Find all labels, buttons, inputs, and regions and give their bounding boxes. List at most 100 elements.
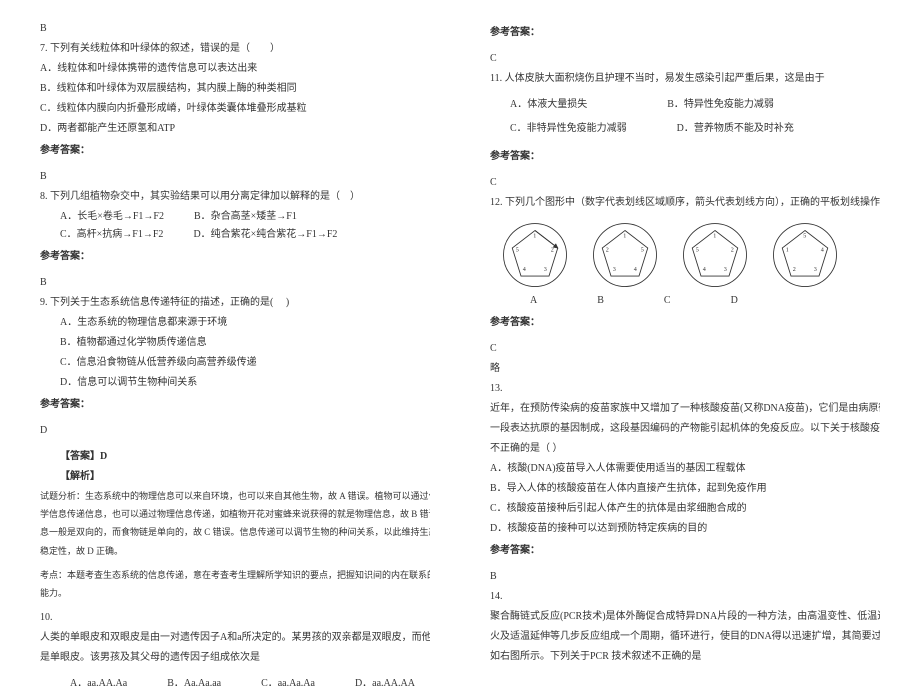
svg-text:1: 1 [533,234,536,240]
q9-expl-label: 【解析】 [40,468,430,486]
label-b: B [597,292,604,310]
right-column: 参考答案： C 11. 人体皮肤大面积烧伤且护理不当时，易发生感染引起严重后果，… [460,0,920,651]
q12-diagram-labels: A B C D [490,292,880,310]
q13-opt-c: C．核酸疫苗接种后引起人体产生的抗体是由浆细胞合成的 [490,500,880,518]
q9-opt-d: D．信息可以调节生物种间关系 [40,374,430,392]
q7-opt-a: A．线粒体和叶绿体携带的遗传信息可以表达出来 [40,60,430,78]
svg-text:3: 3 [544,267,547,273]
q11-opt-c: C．非特异性免疫能力减弱 [510,120,627,138]
q14-1: 聚合酶链式反应(PCR技术)是体外酶促合成特异DNA片段的一种方法，由高温变性、… [490,608,880,626]
q13-2: 一段表达抗原的基因制成，这段基因编码的产物能引起机体的免疫反应。以下关于核酸疫苗… [490,420,880,438]
q13-opt-a: A．核酸(DNA)疫苗导入人体需要使用适当的基因工程载体 [490,460,880,478]
q10-opt-b: B．Aa.Aa.aa [167,675,221,693]
q9-answer: D [40,422,430,440]
answer-label: 参考答案： [40,248,430,266]
diagram-b-icon: 1 2 3 4 5 [590,220,660,290]
answer-label: 参考答案： [40,142,430,160]
diagram-a-icon: 1 2 3 4 5 [500,220,570,290]
q9-expl-6: 能力。 [40,585,430,601]
answer-label: 参考答案： [490,24,880,42]
q10-stem-2: 是单眼皮。该男孩及其父母的遗传因子组成依次是 [40,649,430,667]
q11-row1: A．体液大量损失 B．特异性免疫能力减弱 [490,96,880,114]
q7-opt-c: C．线粒体内膜向内折叠形成嵴，叶绿体类囊体堆叠形成基粒 [40,100,430,118]
q11-opt-b: B．特异性免疫能力减弱 [667,96,774,114]
q8-opts-row2: C．高杆×抗病→F1→F2 D．纯合紫花×纯合紫花→F1→F2 [40,226,430,244]
q11-row2: C．非特异性免疫能力减弱 D．营养物质不能及时补充 [490,120,880,138]
q9-opt-b: B．植物都通过化学物质传递信息 [40,334,430,352]
answer-label: 参考答案： [40,396,430,414]
q10-opt-c: C．aa.Aa.Aa [261,675,315,693]
q10-opt-d: D．aa.AA.AA [355,675,415,693]
q12-answer: C [490,340,880,358]
svg-text:5: 5 [696,248,699,254]
q9-key: 【答案】D [40,448,430,466]
label-c: C [664,292,671,310]
q13-opt-d: D．核酸疫苗的接种可以达到预防特定疾病的目的 [490,520,880,538]
q7-stem: 7. 下列有关线粒体和叶绿体的叙述，错误的是（ ） [40,40,430,58]
q7-opt-b: B．线粒体和叶绿体为双层膜结构，其内膜上酶的种类相同 [40,80,430,98]
svg-text:3: 3 [724,267,727,273]
q6-answer: B [40,20,430,38]
q9-expl-1: 试题分析：生态系统中的物理信息可以来自环境，也可以来自其他生物，故 A 错误。植… [40,488,430,504]
q9-expl-5: 考点：本题考查生态系统的信息传递，意在考查考生理解所学知识的要点，把握知识间的内… [40,567,430,583]
q11-answer: C [490,174,880,192]
label-a: A [530,292,537,310]
q11-opt-d: D．营养物质不能及时补充 [677,120,794,138]
q9-opt-c: C．信息沿食物链从低营养级向高营养级传递 [40,354,430,372]
q8-opt-b: B．杂合高茎×矮茎→F1 [194,208,297,226]
svg-text:4: 4 [634,267,637,273]
q8-opt-a: A．长毛×卷毛→F1→F2 [60,208,164,226]
q13-answer: B [490,568,880,586]
q11-opt-a: A．体液大量损失 [510,96,587,114]
left-column: B 7. 下列有关线粒体和叶绿体的叙述，错误的是（ ） A．线粒体和叶绿体携带的… [0,0,460,651]
q7-answer: B [40,168,430,186]
q7-opt-d: D．两者都能产生还原氢和ATP [40,120,430,138]
q14-2: 火及适温延伸等几步反应组成一个周期，循环进行，使目的DNA得以迅速扩增，其简要过… [490,628,880,646]
q10-answer: C [490,50,880,68]
q9-expl-4: 稳定性，故 D 正确。 [40,543,430,559]
diagram-c-icon: 1 2 3 4 5 [680,220,750,290]
svg-text:2: 2 [606,248,609,254]
q10-opts: A．aa.AA.Aa B．Aa.Aa.aa C．aa.Aa.Aa D．aa.AA… [40,675,430,693]
svg-text:1: 1 [713,234,716,240]
q11-stem: 11. 人体皮肤大面积烧伤且护理不当时，易发生感染引起严重后果，这是由于 [490,70,880,88]
answer-label: 参考答案： [490,542,880,560]
q8-answer: B [40,274,430,292]
q13-opt-b: B．导入人体的核酸疫苗在人体内直接产生抗体，起到免疫作用 [490,480,880,498]
q9-expl-3: 息一般是双向的，而食物链是单向的，故 C 错误。信息传递可以调节生物的种间关系，… [40,524,430,540]
svg-text:4: 4 [703,267,706,273]
svg-text:2: 2 [793,267,796,273]
svg-text:5: 5 [803,234,806,240]
svg-text:2: 2 [731,248,734,254]
q10-num: 10. [40,609,430,627]
q12-note: 略 [490,360,880,378]
q13-3: 不正确的是（ ） [490,440,880,458]
svg-text:5: 5 [516,248,519,254]
q9-stem: 9. 下列关于生态系统信息传递特征的描述，正确的是( ) [40,294,430,312]
diagram-d-icon: 5 4 3 2 1 [770,220,840,290]
q10-stem-1: 人类的单眼皮和双眼皮是由一对遗传因子A和a所决定的。某男孩的双亲都是双眼皮，而他… [40,629,430,647]
svg-text:4: 4 [821,248,824,254]
svg-text:4: 4 [523,267,526,273]
q12-stem: 12. 下列几个图形中（数字代表划线区域顺序，箭头代表划线方向），正确的平板划线… [490,194,880,212]
q13-num: 13. [490,380,880,398]
answer-label: 参考答案： [490,148,880,166]
svg-text:5: 5 [641,248,644,254]
svg-text:3: 3 [814,267,817,273]
q14-num: 14. [490,588,880,606]
svg-text:3: 3 [613,267,616,273]
q9-expl-2: 学信息传递信息，也可以通过物理信息传递，如植物开花对蜜蜂来说获得的就是物理信息，… [40,506,430,522]
svg-text:2: 2 [551,248,554,254]
answer-label: 参考答案： [490,314,880,332]
svg-text:1: 1 [623,234,626,240]
q8-opt-d: D．纯合紫花×纯合紫花→F1→F2 [193,226,337,244]
q8-opts-row1: A．长毛×卷毛→F1→F2 B．杂合高茎×矮茎→F1 [40,208,430,226]
q8-opt-c: C．高杆×抗病→F1→F2 [60,226,163,244]
svg-text:1: 1 [786,248,789,254]
q8-stem: 8. 下列几组植物杂交中，其实验结果可以用分离定律加以解释的是（ ） [40,188,430,206]
q13-1: 近年，在预防传染病的疫苗家族中又增加了一种核酸疫苗(又称DNA疫苗)，它们是由病… [490,400,880,418]
q9-opt-a: A．生态系统的物理信息都来源于环境 [40,314,430,332]
q12-diagrams: 1 2 3 4 5 1 2 3 4 5 1 2 3 4 5 [490,214,880,292]
q10-opt-a: A．aa.AA.Aa [70,675,127,693]
label-d: D [731,292,738,310]
